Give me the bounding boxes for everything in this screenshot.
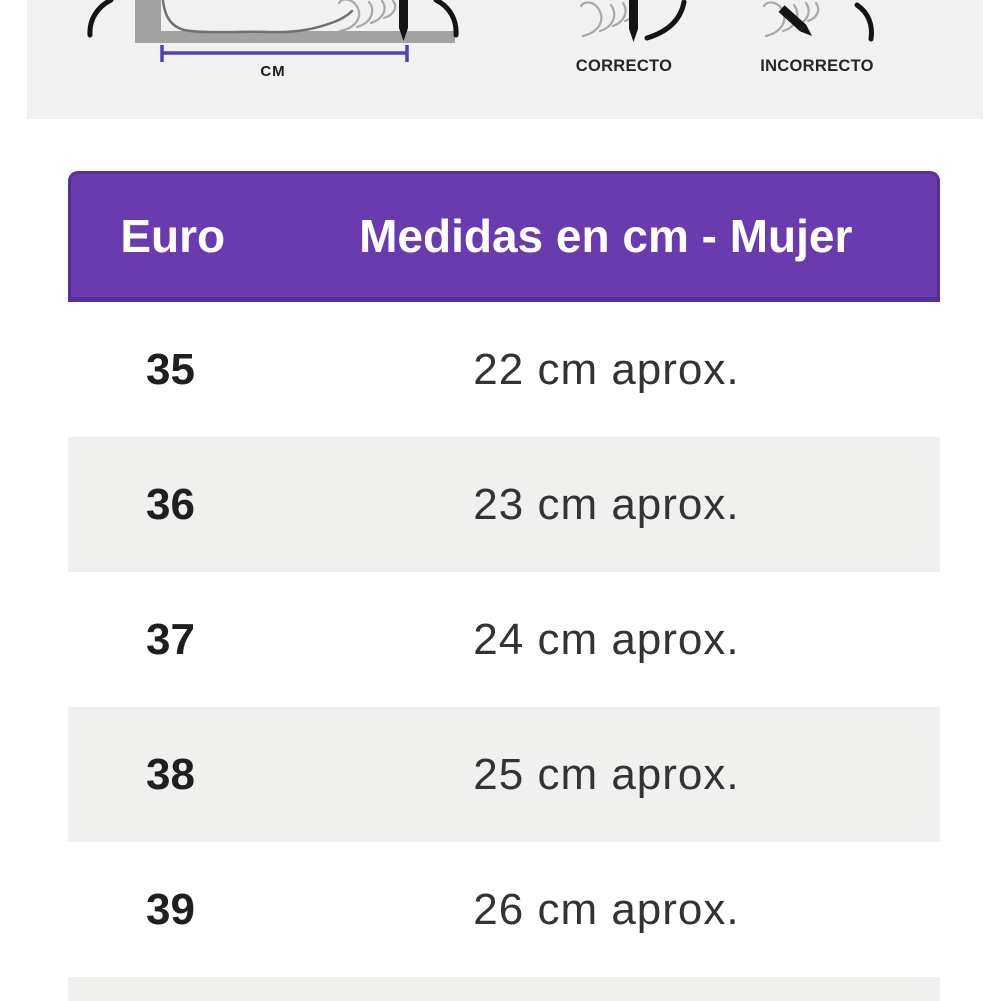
cm-label: CM: [260, 63, 285, 80]
pencil-icon: [778, 5, 812, 36]
hero-section: CM CORRECTO: [0, 0, 1000, 119]
euro-cell: 35: [145, 344, 195, 394]
table-row: 36 23 cm aprox.: [68, 437, 940, 572]
euro-cell: 38: [145, 749, 195, 799]
table-header: Euro Medidas en cm - Mujer: [68, 171, 940, 302]
toe-arc-icon: [433, 0, 459, 38]
pencil-icon: [399, 0, 408, 41]
size-table: Euro Medidas en cm - Mujer 35 22 cm apro…: [68, 171, 940, 1001]
table-row: 37 24 cm aprox.: [68, 572, 940, 707]
table-row: 38 25 cm aprox.: [68, 707, 940, 842]
heel-arc-icon: [644, 0, 687, 41]
pencil-icon: [629, 0, 638, 42]
correcto-label: CORRECTO: [576, 57, 673, 75]
foot-outline: [161, 0, 354, 34]
incorrecto-label: INCORRECTO: [760, 57, 874, 75]
cm-cell: 25 cm aprox.: [473, 749, 740, 799]
measure-arrow: [160, 45, 409, 62]
header-col-euro: Euro: [120, 209, 226, 262]
euro-cell: 36: [145, 479, 195, 529]
incorrect-pencil-icon: INCORRECTO: [760, 1, 874, 75]
heel-arc-icon: [87, 0, 114, 38]
table-row: 39 26 cm aprox.: [68, 842, 940, 977]
euro-cell: 39: [145, 884, 195, 934]
cm-cell: 24 cm aprox.: [473, 614, 740, 664]
cm-cell: 26 cm aprox.: [473, 884, 740, 934]
table-row: 35 22 cm aprox.: [68, 302, 940, 437]
hero-panel: [27, 0, 983, 119]
header-col-medidas: Medidas en cm - Mujer: [359, 209, 853, 262]
foot-measure-diagram: CM: [87, 0, 459, 80]
correct-pencil-icon: CORRECTO: [576, 0, 687, 75]
floor-ruler: [135, 31, 455, 43]
table-row-partial: [68, 977, 940, 1001]
cm-cell: 22 cm aprox.: [473, 344, 740, 394]
euro-cell: 37: [145, 614, 195, 664]
heel-arc-icon: [854, 2, 874, 42]
toes-sketch: [337, 0, 397, 33]
cm-cell: 23 cm aprox.: [473, 479, 740, 529]
measuring-instructions-illustration: CM CORRECTO: [27, 0, 983, 119]
